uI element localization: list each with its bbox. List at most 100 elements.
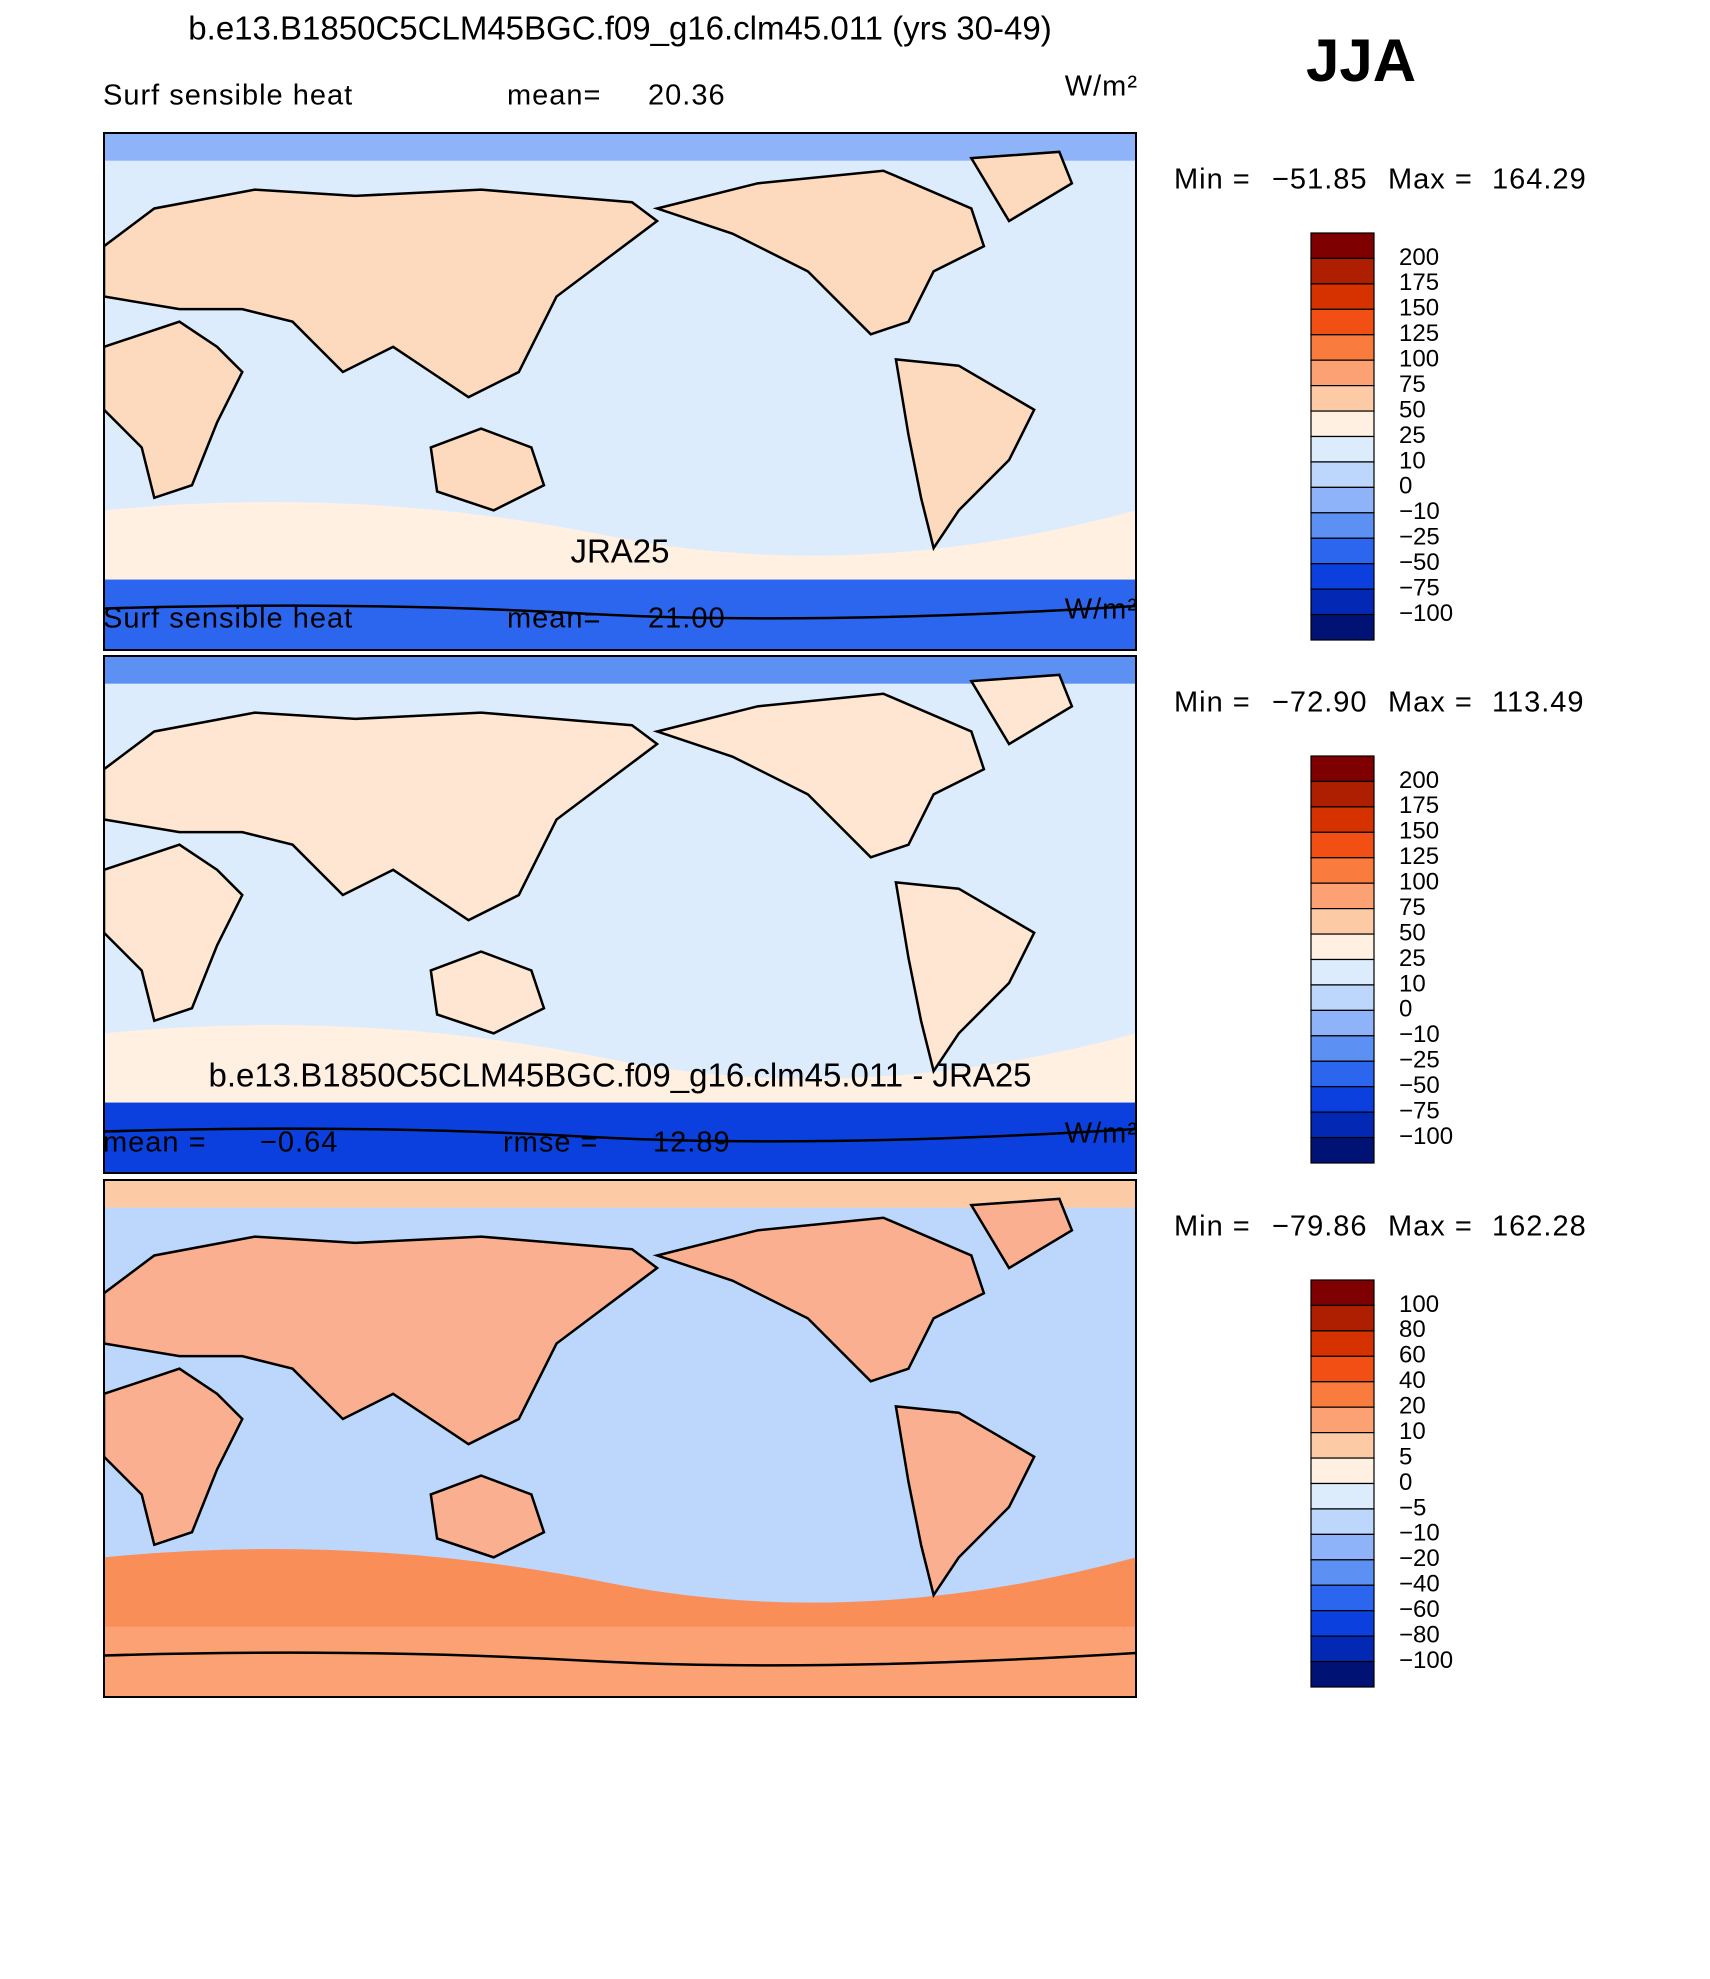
colorbar-box: [1310, 1482, 1375, 1510]
min-value: −79.86: [1272, 1211, 1368, 1243]
max-label: Max =: [1388, 1211, 1473, 1243]
map: [103, 132, 1137, 651]
field-name: Surf sensible heat: [103, 80, 353, 112]
colorbar-label: 60: [1399, 1342, 1426, 1369]
colorbar-box: [1310, 385, 1375, 412]
colorbar-label: 25: [1399, 945, 1426, 972]
max-label: Max =: [1388, 164, 1473, 196]
colorbar-label: 125: [1399, 843, 1439, 870]
colorbar-box: [1310, 1610, 1375, 1637]
colorbar-label: 40: [1399, 1367, 1426, 1394]
colorbar-label: 200: [1399, 767, 1439, 794]
panel-title: b.e13.B1850C5CLM45BGC.f09_g16.clm45.011 …: [208, 1057, 1031, 1094]
min-label: Min =: [1174, 1211, 1251, 1243]
stat-label: mean=: [507, 80, 601, 112]
colorbar-label: −40: [1399, 1571, 1440, 1598]
colorbar-label: 10: [1399, 447, 1426, 474]
colorbar-box: [1310, 1330, 1375, 1357]
panel-title: b.e13.B1850C5CLM45BGC.f09_g16.clm45.011 …: [188, 10, 1051, 47]
colorbar-label: −80: [1399, 1621, 1440, 1648]
colorbar-box: [1310, 1355, 1375, 1383]
colorbar-box: [1310, 283, 1375, 310]
colorbar-box: [1310, 359, 1375, 387]
map-frame: [103, 132, 1137, 651]
colorbar-label: 150: [1399, 295, 1439, 322]
map-image: [104, 1180, 1136, 1697]
colorbar-box: [1310, 1279, 1375, 1307]
colorbar-label: 50: [1399, 396, 1426, 423]
colorbar-box: [1310, 1584, 1375, 1612]
colorbar-box: [1310, 831, 1375, 859]
colorbar-box: [1310, 563, 1375, 590]
colorbar-box: [1310, 1508, 1375, 1535]
map-image: [104, 133, 1136, 650]
colorbar-label: −100: [1399, 600, 1453, 627]
colorbar-label: 20: [1399, 1393, 1426, 1420]
colorbar-label: −75: [1399, 574, 1440, 601]
stat-label: rmse =: [503, 1127, 598, 1159]
colorbar-box: [1310, 308, 1375, 336]
colorbar-label: 100: [1399, 1291, 1439, 1318]
colorbar-box: [1310, 1136, 1375, 1164]
colorbar-box: [1310, 1432, 1375, 1459]
colorbar-box: [1310, 958, 1375, 986]
colorbar-label: 0: [1399, 1469, 1412, 1496]
colorbar-label: 175: [1399, 269, 1439, 296]
colorbar-box: [1310, 1111, 1375, 1139]
max-value: 164.29: [1492, 164, 1587, 196]
max-value: 162.28: [1492, 1211, 1587, 1243]
map-frame: [103, 655, 1137, 1174]
colorbar-label: −60: [1399, 1596, 1440, 1623]
colorbar-box: [1310, 1009, 1375, 1037]
colorbar-box: [1310, 1086, 1375, 1113]
colorbar-label: −5: [1399, 1494, 1426, 1521]
units: W/m²: [1065, 1118, 1138, 1150]
stat-label: mean =: [103, 1127, 207, 1159]
colorbar-label: −100: [1399, 1123, 1453, 1150]
colorbar-box: [1310, 933, 1375, 961]
colorbar-box: [1310, 1060, 1375, 1088]
colorbar-label: −10: [1399, 1520, 1440, 1547]
colorbar-box: [1310, 512, 1375, 539]
colorbar-box: [1310, 1660, 1375, 1688]
map-frame: [103, 1179, 1137, 1698]
stat-value: 20.36: [648, 80, 726, 112]
colorbar-label: 10: [1399, 1418, 1426, 1445]
colorbar-label: 200: [1399, 244, 1439, 271]
colorbar-label: 100: [1399, 869, 1439, 896]
colorbar-label: 50: [1399, 919, 1426, 946]
colorbar-box: [1310, 1559, 1375, 1586]
colorbar-box: [1310, 1304, 1375, 1332]
colorbar-box: [1310, 461, 1375, 488]
colorbar-label: 0: [1399, 996, 1412, 1023]
colorbar-label: 100: [1399, 346, 1439, 373]
colorbar-box: [1310, 1635, 1375, 1663]
map-image: [104, 656, 1136, 1173]
stat-value: 21.00: [648, 603, 726, 635]
colorbar-label: 25: [1399, 422, 1426, 449]
colorbar-label: 10: [1399, 970, 1426, 997]
colorbar-box: [1310, 588, 1375, 616]
colorbar-label: −100: [1399, 1647, 1453, 1674]
units: W/m²: [1065, 71, 1138, 103]
min-value: −72.90: [1272, 687, 1368, 719]
colorbar-label: −10: [1399, 498, 1440, 525]
season-label: JJA: [1306, 27, 1416, 94]
colorbar-box: [1310, 613, 1375, 641]
colorbar-box: [1310, 334, 1375, 361]
colorbar-label: −50: [1399, 1072, 1440, 1099]
colorbar-label: −25: [1399, 524, 1440, 551]
stat-value: 12.89: [653, 1127, 731, 1159]
colorbar-box: [1310, 882, 1375, 910]
colorbar-box: [1310, 1457, 1375, 1485]
colorbar-label: −20: [1399, 1545, 1440, 1572]
colorbar-label: 150: [1399, 818, 1439, 845]
colorbar-label: 0: [1399, 473, 1412, 500]
panel-title: JRA25: [570, 533, 669, 570]
colorbar-box: [1310, 780, 1375, 808]
map: [103, 655, 1137, 1174]
colorbar-box: [1310, 755, 1375, 783]
colorbar-box: [1310, 232, 1375, 260]
min-label: Min =: [1174, 164, 1251, 196]
